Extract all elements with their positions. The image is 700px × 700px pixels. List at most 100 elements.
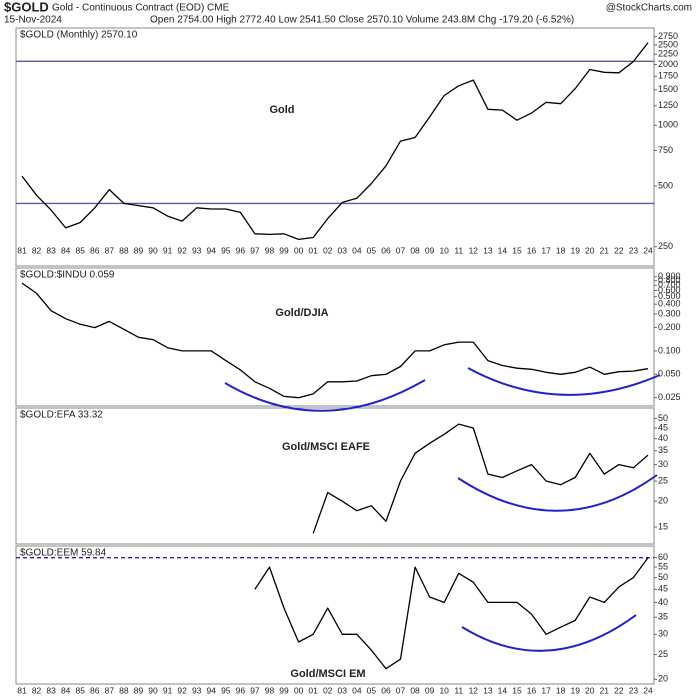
x-tick-label: 93: [192, 685, 202, 695]
y-tick-label: 30: [658, 459, 668, 469]
y-tick-label: 0.200: [658, 322, 681, 332]
y-tick-label: 0.050: [658, 369, 681, 379]
x-tick-label: 96: [236, 685, 246, 695]
x-tick-label: 24: [643, 685, 653, 695]
x-tick-label: 23: [629, 685, 639, 695]
x-tick-label: 07: [396, 245, 406, 255]
x-tick-label: 21: [600, 685, 610, 695]
x-tick-label: 93: [192, 245, 202, 255]
panel-title: Gold/MSCI EAFE: [282, 441, 370, 453]
x-tick-label: 99: [279, 245, 289, 255]
x-tick-label: 03: [338, 685, 348, 695]
x-tick-label: 02: [323, 685, 333, 695]
x-tick-label: 97: [250, 685, 260, 695]
x-tick-label: 10: [439, 685, 449, 695]
y-tick-label: 0.400: [658, 299, 681, 309]
y-tick-label: 0.900: [658, 271, 681, 281]
price-line: [21, 282, 649, 399]
y-tick-label: 500: [658, 180, 673, 190]
panel-frame: [15, 27, 655, 267]
y-tick-label: 35: [658, 445, 668, 455]
x-tick-label: 01: [308, 245, 318, 255]
y-tick-label: 0.500: [658, 291, 681, 301]
x-tick-label: 00: [294, 685, 304, 695]
x-tick-label: 13: [483, 245, 493, 255]
x-tick-label: 14: [498, 685, 508, 695]
x-tick-label: 17: [541, 245, 551, 255]
x-tick-label: 84: [61, 685, 71, 695]
x-tick-label: 91: [163, 685, 173, 695]
x-tick-label: 89: [134, 685, 144, 695]
x-tick-label: 90: [148, 245, 158, 255]
trend-arc: [457, 474, 658, 512]
y-tick-label: 1250: [658, 100, 678, 110]
trend-arc: [461, 614, 637, 652]
x-tick-label: 94: [207, 685, 217, 695]
x-tick-label: 88: [119, 245, 129, 255]
x-tick-label: 95: [221, 685, 231, 695]
y-tick-label: 2000: [658, 59, 678, 69]
y-tick-label: 0.600: [658, 285, 681, 295]
x-tick-label: 04: [352, 245, 362, 255]
x-tick-label: 01: [308, 685, 318, 695]
x-tick-label: 88: [119, 685, 129, 695]
y-tick-label: 40: [658, 433, 668, 443]
trend-arcs: [224, 367, 661, 652]
x-tick-label: 11: [454, 685, 463, 695]
panel-legend: $GOLD:EFA 33.32: [20, 410, 103, 421]
x-tick-label: 07: [396, 685, 406, 695]
x-tick-label: 00: [294, 245, 304, 255]
y-tick-label: 50: [658, 413, 668, 423]
x-tick-label: 02: [323, 245, 333, 255]
y-tick-label: 30: [658, 629, 668, 639]
y-tick-label: 0.025: [658, 392, 681, 402]
x-tick-label: 20: [585, 245, 595, 255]
x-tick-label: 18: [556, 245, 566, 255]
y-tick-label: 40: [658, 597, 668, 607]
symbol: $GOLD: [4, 0, 49, 14]
panel-title: Gold/DJIA: [275, 307, 328, 319]
x-tick-label: 99: [279, 685, 289, 695]
credit: @StockCharts.com: [606, 3, 692, 14]
x-tick-label: 86: [90, 685, 100, 695]
x-tick-label: 08: [410, 245, 420, 255]
x-tick-label: 87: [105, 685, 115, 695]
y-tick-label: 2750: [658, 31, 678, 41]
x-tick-label: 85: [75, 245, 85, 255]
x-tick-label: 23: [629, 245, 639, 255]
x-tick-label: 92: [177, 245, 187, 255]
x-tick-label: 09: [425, 685, 435, 695]
x-tick-label: 87: [105, 245, 115, 255]
y-tick-label: 250: [658, 241, 673, 251]
y-tick-label: 0.300: [658, 308, 681, 318]
x-tick-label: 08: [410, 685, 420, 695]
price-line: [21, 42, 649, 241]
x-tick-label: 04: [352, 685, 362, 695]
panel-legend: $GOLD:$INDU 0.059: [20, 270, 115, 281]
panel-legend: $GOLD:EEM 59.84: [20, 548, 107, 559]
x-tick-label: 12: [469, 245, 479, 255]
y-tick-label: 0.800: [658, 275, 681, 285]
x-tick-label: 21: [600, 245, 610, 255]
y-tick-label: 25: [658, 475, 668, 485]
panel-frame: [15, 267, 655, 407]
date: 15-Nov-2024: [4, 15, 62, 26]
x-tick-label: 14: [498, 245, 508, 255]
y-tick-label: 1500: [658, 84, 678, 94]
y-tick-label: 25: [658, 649, 668, 659]
y-tick-label: 35: [658, 612, 668, 622]
y-tick-label: 45: [658, 422, 668, 432]
y-tick-label: 1000: [658, 120, 678, 130]
x-tick-label: 05: [367, 245, 377, 255]
y-tick-label: 2250: [658, 49, 678, 59]
x-tick-label: 92: [177, 685, 187, 695]
x-tick-label: 09: [425, 245, 435, 255]
x-tick-label: 15: [512, 685, 522, 695]
y-tick-label: 15: [658, 521, 668, 531]
x-tick-label: 83: [46, 685, 56, 695]
x-tick-label: 81: [17, 245, 27, 255]
x-tick-label: 22: [614, 245, 624, 255]
y-tick-label: 0.100: [658, 345, 681, 355]
